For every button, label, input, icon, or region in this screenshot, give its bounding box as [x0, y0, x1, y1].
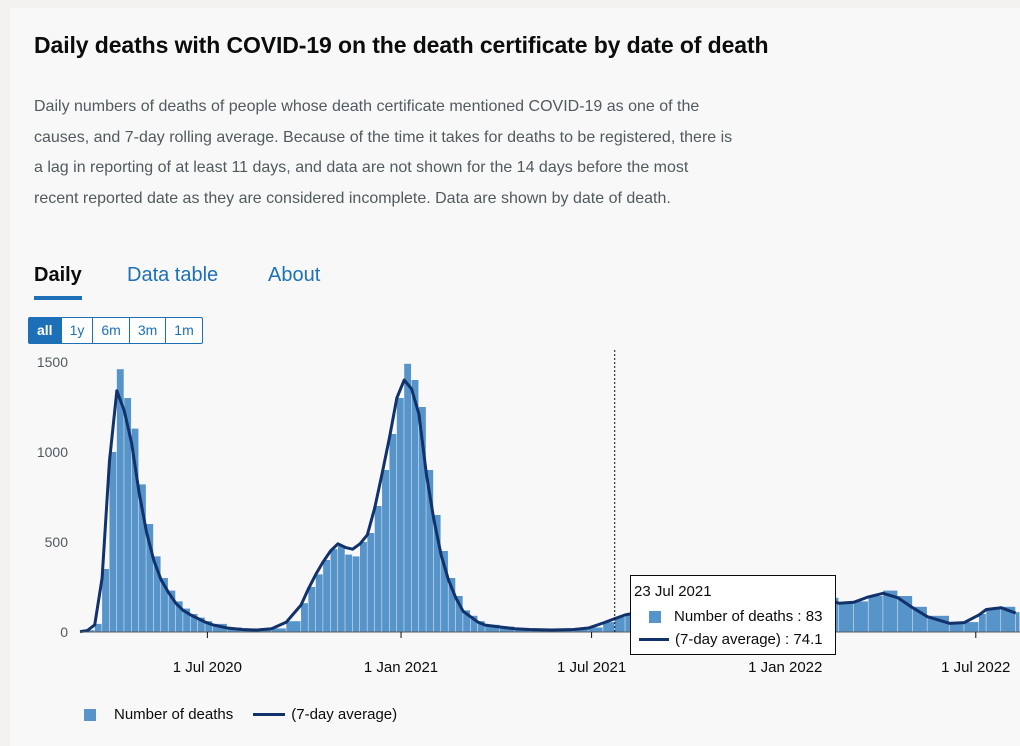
- bar: [308, 587, 316, 632]
- bar: [256, 629, 272, 632]
- x-tick-label: 1 Jul 2020: [173, 659, 242, 676]
- y-tick-label: 0: [60, 624, 68, 640]
- bar: [868, 596, 883, 632]
- bar: [455, 596, 463, 632]
- axis-layer: 0 500 1000 1500 1 Jul 2020 1 Jan 2021 1 Jul 20…: [37, 354, 1020, 676]
- tooltip-line-swatch: [639, 638, 669, 641]
- bar: [396, 398, 404, 632]
- line-layer: [79, 378, 1017, 634]
- bar: [330, 549, 338, 632]
- bar: [94, 623, 102, 632]
- tooltip-line-value: (7-day average) : 74.1: [675, 631, 823, 648]
- bar: [153, 556, 161, 632]
- bar: [614, 617, 625, 632]
- deaths-chart[interactable]: 0 500 1000 1500 1 Jul 2020 1 Jan 2021 1 Jul 20…: [0, 340, 1020, 690]
- bar: [1015, 612, 1020, 632]
- bar: [212, 623, 227, 632]
- range-1y-button[interactable]: 1y: [62, 318, 94, 343]
- bar: [301, 603, 308, 632]
- bar: [426, 470, 434, 632]
- bar: [315, 574, 323, 632]
- tab-data-table[interactable]: Data table: [127, 264, 219, 286]
- bar: [102, 569, 109, 632]
- bar: [978, 614, 986, 632]
- legend-line-swatch: [253, 713, 286, 716]
- bar: [470, 615, 478, 632]
- bar: [411, 380, 419, 632]
- tooltip-line-row: (7-day average) : 74.1: [639, 631, 823, 648]
- tab-about[interactable]: About: [268, 264, 321, 286]
- x-tick-label: 1 Jan 2021: [364, 659, 438, 676]
- bar: [146, 524, 154, 632]
- bar: [418, 407, 426, 632]
- bars-layer: [80, 363, 1020, 632]
- bar: [124, 398, 132, 632]
- bar: [603, 622, 615, 632]
- range-3m-button[interactable]: 3m: [130, 318, 167, 343]
- chart-tooltip: 23 Jul 2021 Number of deaths : 83 (7-day…: [630, 575, 836, 655]
- bar: [838, 603, 854, 632]
- bar: [433, 515, 441, 632]
- legend-bars-label: Number of deaths: [114, 706, 234, 723]
- legend-bars-swatch: [84, 708, 96, 721]
- bar: [190, 614, 198, 632]
- bar: [175, 601, 183, 632]
- bar: [367, 533, 375, 632]
- bar: [588, 627, 603, 632]
- tooltip-date: 23 Jul 2021: [634, 583, 712, 600]
- y-tick-label: 1000: [37, 444, 68, 460]
- bar: [448, 578, 456, 632]
- bar: [964, 622, 979, 632]
- bar: [389, 434, 397, 632]
- page-title: Daily deaths with COVID-19 on the death …: [34, 32, 769, 58]
- bar: [352, 556, 360, 632]
- x-tick-label: 1 Jul 2022: [941, 659, 1010, 676]
- tooltip-bars-value: Number of deaths : 83: [674, 608, 823, 625]
- tooltip-bars-row: Number of deaths : 83: [639, 608, 822, 625]
- chart-legend: Number of deaths (7-day average): [84, 706, 397, 723]
- bar: [477, 621, 485, 632]
- range-1m-button[interactable]: 1m: [174, 322, 194, 338]
- bar: [168, 590, 176, 632]
- chart-description: Daily numbers of deaths of people whose …: [34, 98, 733, 207]
- bar: [161, 578, 168, 632]
- y-tick-label: 1500: [37, 354, 68, 370]
- bar: [573, 629, 588, 632]
- bar: [87, 630, 95, 632]
- bar: [441, 551, 448, 632]
- bar: [382, 470, 389, 632]
- bar: [131, 428, 139, 632]
- bar: [360, 542, 367, 632]
- bar: [883, 590, 898, 632]
- bar: [463, 610, 471, 632]
- bar: [345, 554, 353, 632]
- bar: [323, 560, 331, 632]
- bar: [986, 608, 1001, 632]
- bar: [138, 484, 146, 632]
- bar: [205, 621, 213, 632]
- bar: [109, 452, 117, 632]
- range-6m-button[interactable]: 6m: [93, 318, 130, 343]
- x-tick-label: 1 Jan 2022: [748, 659, 822, 676]
- range-selector: all 1y 6m 3m 1m: [28, 317, 203, 344]
- range-all-button[interactable]: all: [29, 318, 62, 343]
- average-line: [79, 378, 1017, 634]
- bar: [116, 369, 124, 632]
- bar: [286, 621, 301, 632]
- bar: [271, 628, 286, 632]
- tab-daily[interactable]: Daily: [34, 264, 82, 300]
- tooltip-bars-swatch: [649, 610, 661, 623]
- y-tick-label: 500: [45, 534, 69, 550]
- bar: [949, 623, 964, 632]
- bar: [183, 608, 191, 632]
- legend-line-label: (7-day average): [291, 706, 398, 723]
- bar: [485, 624, 500, 632]
- bar: [853, 601, 868, 632]
- bar: [337, 545, 345, 632]
- bar: [404, 363, 412, 632]
- bar: [197, 617, 205, 632]
- bar: [374, 506, 382, 632]
- x-tick-label: 1 Jul 2021: [557, 659, 626, 676]
